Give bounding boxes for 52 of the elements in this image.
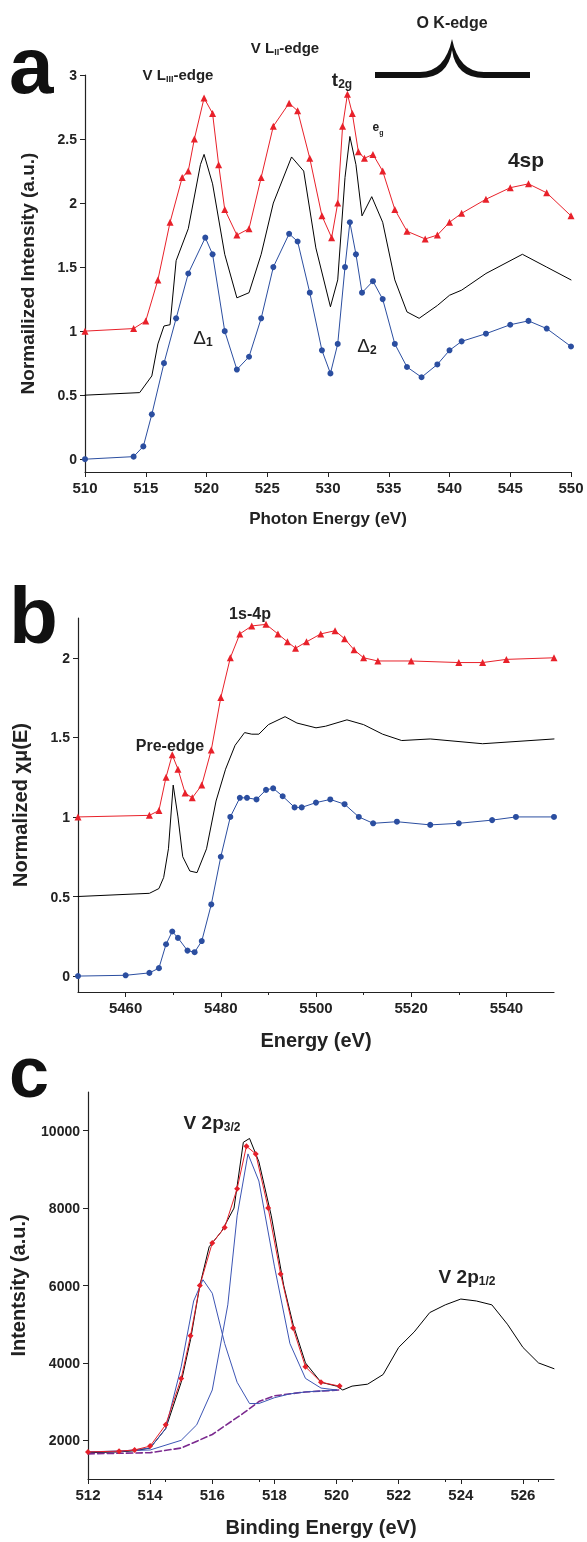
y-tick-label: 1 xyxy=(62,808,71,825)
y-tick-label: 3 xyxy=(69,67,78,83)
x-tick-label: 5500 xyxy=(299,999,333,1016)
y-tick-label: 8000 xyxy=(48,1200,81,1217)
y-tick-label: 2000 xyxy=(48,1432,81,1449)
x-tick-label: 515 xyxy=(133,479,159,496)
x-tick-label: 5520 xyxy=(394,999,428,1016)
y-tick-label: 0.5 xyxy=(57,387,78,404)
x-tick-label: 5480 xyxy=(204,999,238,1016)
y-axis-title: Intentsity (a.u.) xyxy=(7,1214,29,1357)
y-tick-label: 2.5 xyxy=(57,131,78,148)
y-tick-label: 2 xyxy=(62,649,71,666)
x-tick-label: 530 xyxy=(315,479,341,496)
y-tick-label: 1.5 xyxy=(50,729,71,746)
x-tick-label: 520 xyxy=(324,1486,350,1503)
x-tick-label: 510 xyxy=(72,479,98,496)
x-tick-label: 535 xyxy=(376,479,402,496)
x-tick-label: 526 xyxy=(510,1486,536,1503)
y-tick-label: 6000 xyxy=(48,1277,81,1294)
chart-title: a xyxy=(9,20,54,110)
y-tick-label: 2 xyxy=(69,195,78,212)
x-tick-label: 540 xyxy=(436,479,463,496)
y-tick-label: 0.5 xyxy=(50,888,71,905)
x-tick-label: 522 xyxy=(386,1486,412,1503)
x-tick-label: 525 xyxy=(254,479,280,496)
x-tick-label: 545 xyxy=(497,479,523,496)
x-axis-title: Binding Energy (eV) xyxy=(225,1516,417,1538)
chart-title: c xyxy=(9,1032,50,1112)
y-axis-title: Normailized Intensity (a.u.) xyxy=(17,152,38,395)
x-tick-label: 520 xyxy=(193,479,220,496)
y-tick-label: 10000 xyxy=(41,1122,81,1139)
y-axis-title: Normalized χμ(E) xyxy=(9,723,31,887)
y-tick-label: 1 xyxy=(69,323,78,340)
chart-title: b xyxy=(9,570,58,660)
x-tick-label: 516 xyxy=(199,1486,225,1503)
y-tick-label: 1.5 xyxy=(57,259,78,276)
x-tick-label: 514 xyxy=(137,1486,164,1503)
y-tick-label: 4000 xyxy=(48,1354,81,1371)
y-tick-label: 0 xyxy=(69,451,78,468)
x-tick-label: 5460 xyxy=(108,999,143,1016)
annotation: Pre-edge xyxy=(135,736,205,754)
x-tick-label: 5540 xyxy=(489,999,524,1016)
x-tick-label: 550 xyxy=(558,479,584,496)
annotation: 4sp xyxy=(507,147,545,171)
x-tick-label: 512 xyxy=(75,1486,101,1503)
text: O K-edge xyxy=(416,13,488,31)
x-axis-title: Photon Energy (eV) xyxy=(249,509,407,528)
x-tick-label: 518 xyxy=(261,1486,287,1503)
annotation: 1s-4p xyxy=(229,604,272,622)
x-tick-label: 524 xyxy=(448,1486,474,1503)
x-axis-title: Energy (eV) xyxy=(260,1029,372,1051)
y-tick-label: 0 xyxy=(62,968,71,985)
